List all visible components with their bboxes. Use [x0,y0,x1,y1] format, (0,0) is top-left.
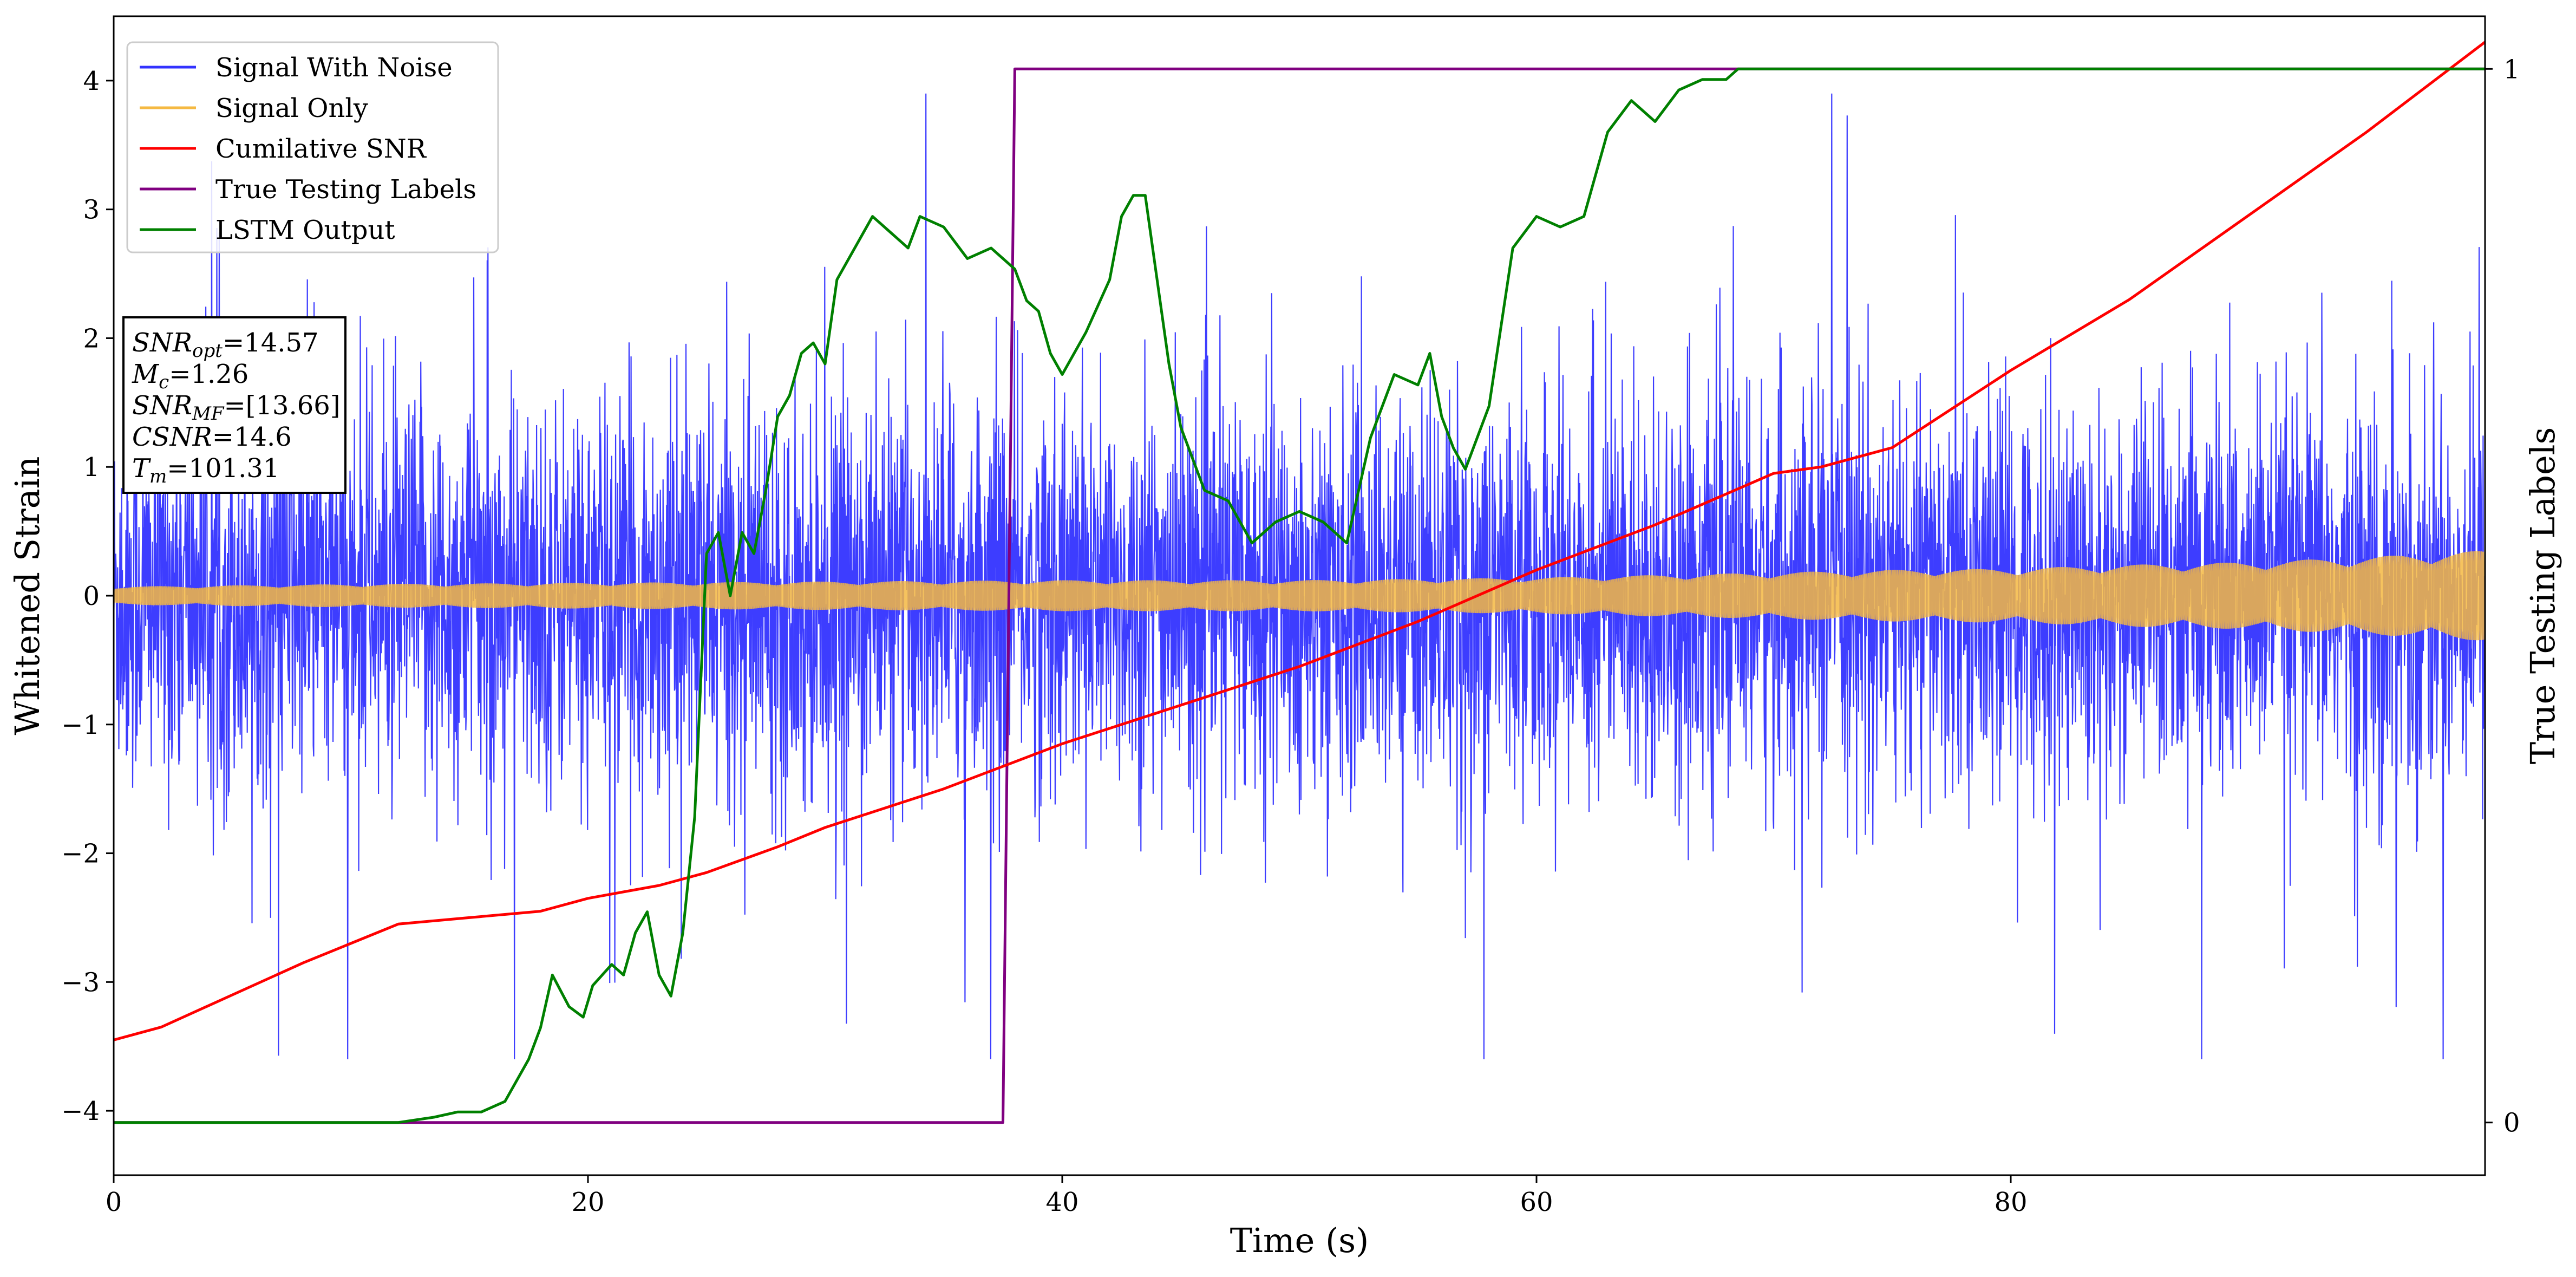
annotation-line: Tm=101.31 [132,453,279,487]
lstm-output-line [114,67,2485,1124]
annotation-line: SNRMF=[13.66] [132,390,341,425]
y-tick-label: 3 [83,195,100,225]
y-axis-label: Whitened Strain [8,457,47,735]
y-tick-label: 1 [83,452,100,483]
annotation-frame [122,316,346,494]
legend-label: Cumilative SNR [215,134,427,164]
y-tick-label: 2 [83,323,100,354]
x-tick-label: 80 [1994,1187,2027,1217]
y-tick-label: −1 [61,710,100,740]
cumilative-snr-line [114,41,2485,1041]
x-axis-label: Time (s) [1230,1221,1369,1260]
signal-only-layer [114,551,2485,641]
y-tick-label: 4 [83,66,100,96]
annotation-line: Mc=1.26 [132,359,249,393]
x-tick-label: 40 [1045,1187,1078,1217]
y-tick-label: −3 [61,967,100,998]
y-tick-label: 0 [83,581,100,611]
legend-frame [126,41,499,253]
legend-label: True Testing Labels [215,174,476,205]
snr-annotation-box: SNRopt=14.57Mc=1.26SNRMF=[13.66]CSNR=14.… [122,316,346,494]
signal-only-line [114,551,2485,641]
y-tick-label: −4 [61,1096,100,1126]
legend: Signal With Noise Signal Only Cumilative S… [126,41,499,253]
x-tick-label: 20 [571,1187,604,1217]
y2-tick-label: 1 [2503,54,2520,84]
annotation-line: SNRopt=14.57 [132,328,319,362]
y2-tick-label: 0 [2503,1108,2520,1138]
annotation-line: CSNR=14.6 [132,422,292,452]
legend-label: Signal With Noise [215,53,453,83]
legend-label: Signal Only [215,93,368,123]
y2-axis-label: True Testing Labels [2523,427,2562,765]
legend-label: LSTM Output [215,215,395,245]
line-series-layer [114,41,2485,1124]
x-tick-label: 0 [106,1187,122,1217]
y-tick-label: −2 [61,839,100,869]
x-tick-label: 60 [1520,1187,1553,1217]
